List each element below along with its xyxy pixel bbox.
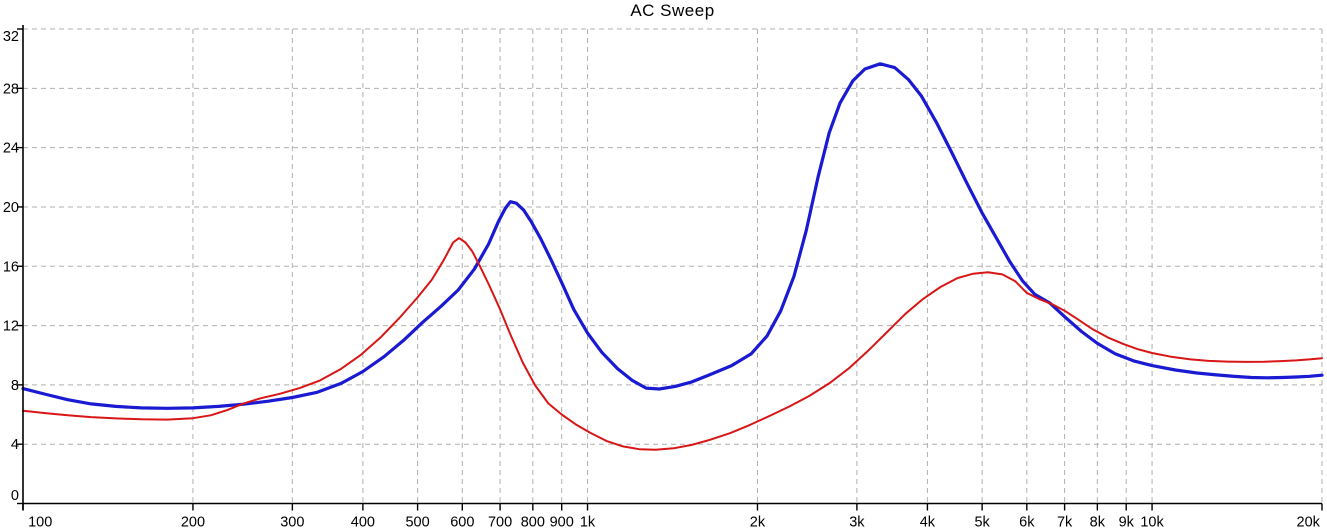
y-tick-label: 32: [3, 29, 19, 45]
x-tick-label: 20k: [1297, 515, 1321, 531]
x-tick-label: 9k: [1119, 515, 1135, 531]
x-tick-label: 900: [550, 515, 574, 531]
x-tick-label: 3k: [849, 515, 865, 531]
y-tick-label: 20: [3, 200, 19, 216]
y-tick-label: 16: [3, 259, 19, 275]
x-tick-label: 400: [351, 515, 375, 531]
x-tick-label: 4k: [920, 515, 936, 531]
x-tick-label: 5k: [974, 515, 990, 531]
x-tick-label: 700: [488, 515, 512, 531]
x-tick-label: 6k: [1019, 515, 1035, 531]
trace-blue: [21, 62, 1324, 410]
y-tick-label: 0: [11, 488, 19, 504]
y-tick-label: 28: [3, 81, 19, 97]
x-tick-label: 500: [405, 515, 429, 531]
y-tick-label: 8: [11, 378, 19, 394]
x-tick-label: 8k: [1090, 515, 1106, 531]
y-tick-label: 24: [3, 141, 19, 157]
x-tick-label: 1k: [580, 515, 596, 531]
chart-title: AC Sweep: [630, 1, 715, 20]
x-tick-label: 10k: [1140, 515, 1164, 531]
x-tick-label: 7k: [1057, 515, 1073, 531]
x-tick-label: 300: [280, 515, 304, 531]
x-tick-label: 600: [450, 515, 474, 531]
x-tick-label: 800: [521, 515, 545, 531]
x-tick-label: 100: [28, 515, 52, 531]
trace-red: [22, 237, 1323, 451]
x-tick-label: 200: [181, 515, 205, 531]
y-tick-label: 4: [11, 437, 19, 453]
x-tick-label: 2k: [750, 515, 766, 531]
y-tick-label: 12: [3, 319, 19, 335]
